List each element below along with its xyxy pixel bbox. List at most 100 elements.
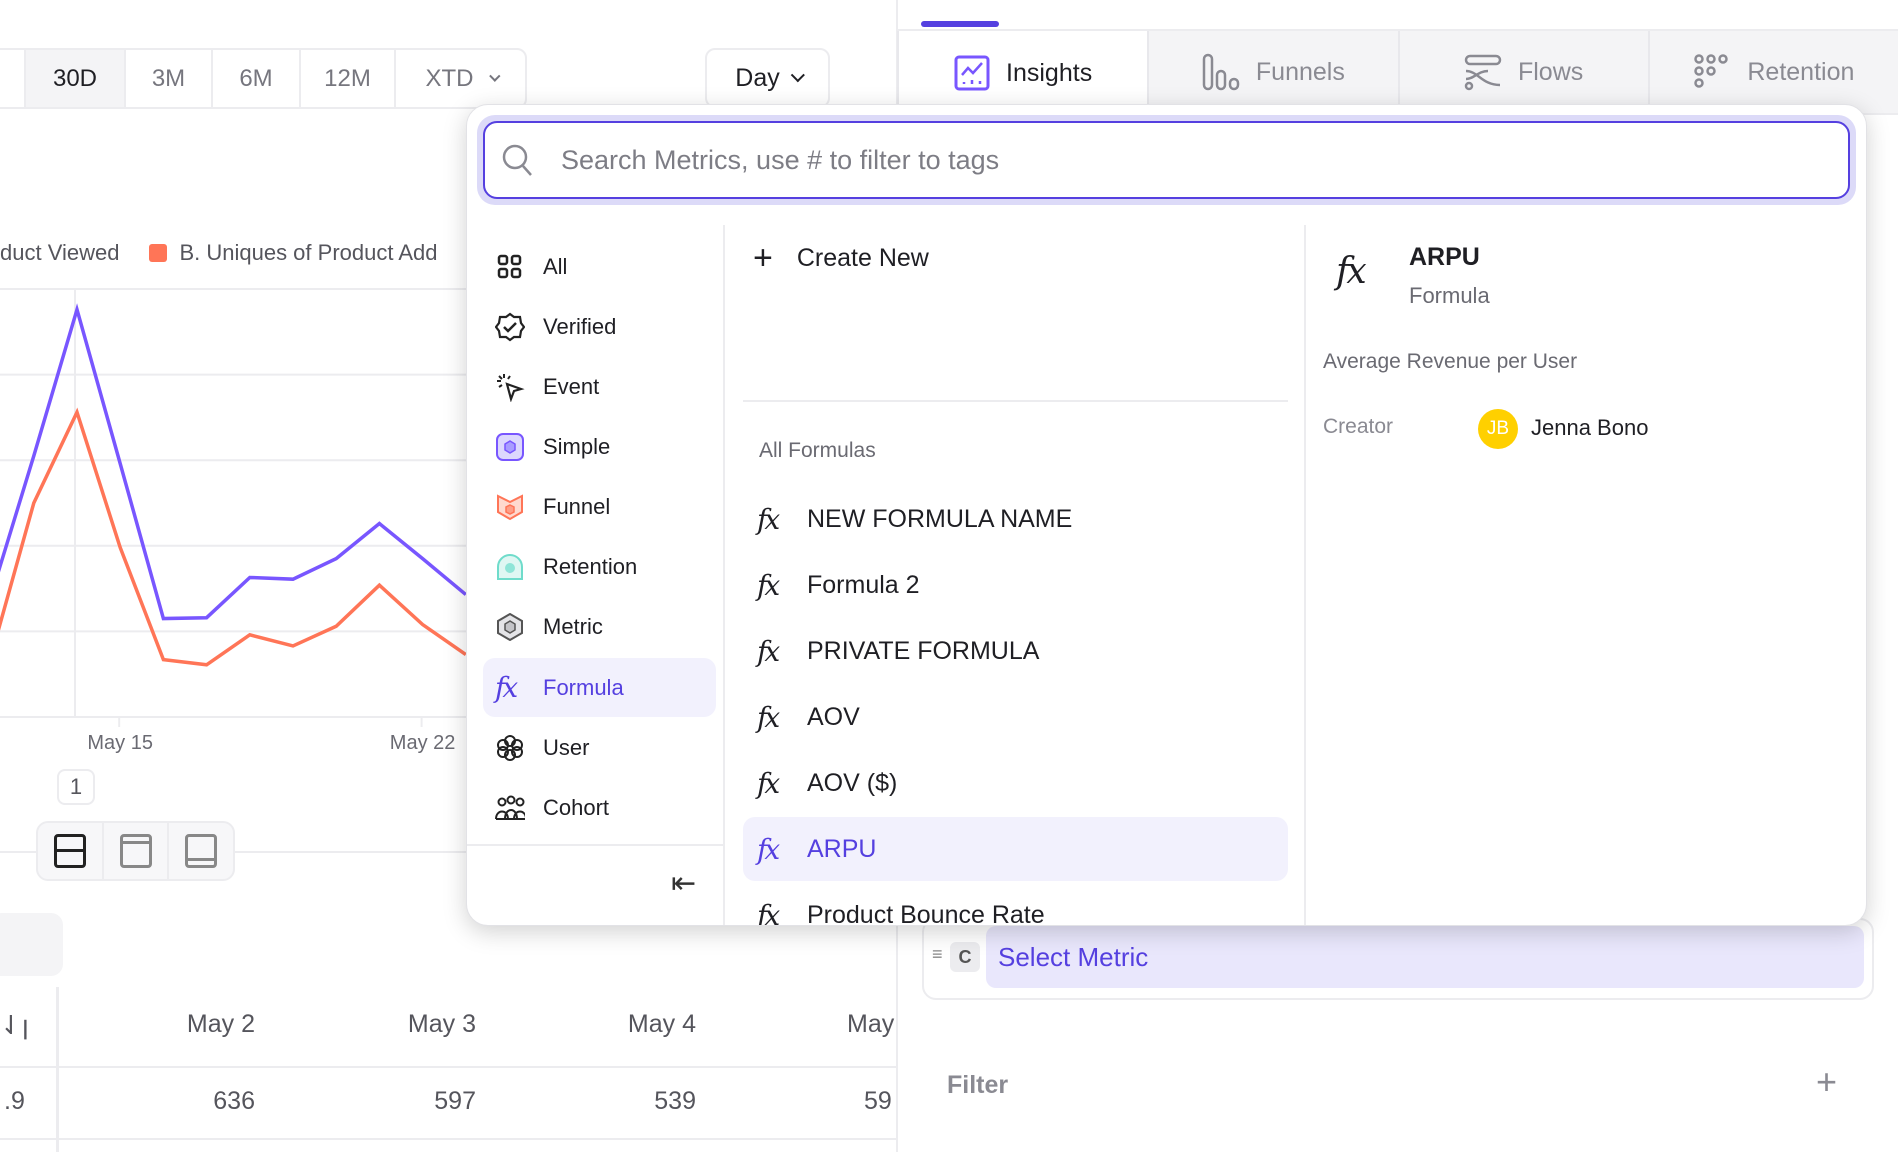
table-column-divider [56, 987, 59, 1152]
category-retention[interactable]: Retention [483, 537, 716, 596]
table-cell: 59 [864, 1087, 892, 1115]
tab-funnels[interactable]: Funnels [1147, 31, 1398, 115]
metric-hexagon-icon [495, 612, 525, 642]
series-line-a [0, 303, 467, 621]
metric-row: ≡ C Select Metric [922, 918, 1874, 1000]
category-label: Formula [543, 674, 624, 700]
tab-retention[interactable]: Retention [1647, 31, 1898, 115]
search-input[interactable] [561, 144, 1848, 176]
add-filter-plus-icon[interactable]: + [1816, 1061, 1838, 1102]
divider [743, 400, 1288, 402]
x-tick-label: May 15 [87, 732, 153, 754]
formula-label: NEW FORMULA NAME [807, 504, 1073, 533]
xtd-label: XTD [425, 64, 474, 92]
category-user[interactable]: User [483, 718, 716, 777]
layout-bottom-button[interactable] [169, 823, 233, 879]
tab-flows[interactable]: Flows [1397, 31, 1648, 115]
divider [467, 844, 725, 846]
formula-item[interactable]: fx NEW FORMULA NAME [743, 487, 1288, 551]
range-3m[interactable]: 3M [124, 50, 211, 107]
top-layout-icon [119, 834, 152, 868]
range-30d[interactable]: 30D [24, 50, 124, 107]
funnel-metric-icon [495, 492, 525, 522]
category-label: User [543, 734, 590, 760]
drag-handle-icon[interactable]: ≡ [932, 944, 943, 964]
chart-legend: duct Viewed B. Uniques of Product Add [0, 240, 438, 266]
sort-icon[interactable]: ⇃ꞁ [0, 1010, 30, 1040]
table-cell: 539 [654, 1087, 696, 1115]
grid-icon [495, 252, 525, 282]
category-metric[interactable]: Metric [483, 597, 716, 656]
tab-label: Funnels [1255, 57, 1345, 86]
category-verified[interactable]: Verified [483, 297, 716, 356]
formula-icon: fx [757, 898, 780, 926]
column-header[interactable]: May 3 [407, 1010, 476, 1038]
column-header[interactable]: May 4 [627, 1010, 696, 1038]
legend-item-a[interactable]: duct Viewed [0, 240, 120, 265]
formula-label: PRIVATE FORMULA [807, 636, 1040, 665]
layout-split-button[interactable] [38, 823, 104, 879]
formula-item[interactable]: fx ARPU [743, 817, 1288, 881]
formula-icon: fx [495, 671, 518, 704]
category-label: Funnel [543, 493, 611, 519]
table-header-row: May 2 May 3 May 4 May [0, 1010, 897, 1050]
collapse-sidebar-icon[interactable]: ⇤ [671, 867, 697, 900]
table-divider [0, 1066, 897, 1068]
select-metric-button[interactable]: Select Metric [986, 926, 1864, 988]
category-all[interactable]: All [483, 237, 716, 296]
category-label: Simple [543, 433, 611, 459]
formula-item[interactable]: fx AOV ($) [743, 751, 1288, 815]
formula-item[interactable]: fx PRIVATE FORMULA [743, 619, 1288, 683]
cohort-icon [495, 793, 525, 823]
layout-top-button[interactable] [104, 823, 170, 879]
formula-item[interactable]: fx AOV [743, 685, 1288, 749]
range-xtd[interactable]: XTD [394, 50, 525, 107]
formula-icon: fx [757, 700, 780, 734]
range-12m[interactable]: 12M [299, 50, 394, 107]
formula-label: ARPU [807, 834, 877, 863]
create-new-label: Create New [796, 243, 929, 272]
filter-label: Filter [947, 1071, 1009, 1099]
column-header[interactable]: May 2 [186, 1010, 255, 1038]
active-indicator [921, 21, 999, 27]
category-formula[interactable]: fx Formula [483, 658, 716, 717]
column-header[interactable]: May [847, 1010, 895, 1038]
avatar: JB [1478, 409, 1518, 449]
creator-name[interactable]: Jenna Bono [1531, 415, 1649, 440]
bottom-layout-icon [185, 834, 218, 868]
series-line-b [0, 407, 467, 667]
formula-icon: fx [757, 568, 780, 602]
metric-detail-pane: fx ARPU Formula Average Revenue per User… [1306, 225, 1866, 925]
page-number[interactable]: 1 [57, 769, 95, 805]
divider [0, 851, 897, 853]
formula-item[interactable]: fx Formula 2 [743, 553, 1288, 617]
range-6m[interactable]: 6M [211, 50, 299, 107]
table-toolbar-button[interactable] [0, 913, 63, 976]
table-cell: 597 [434, 1087, 476, 1115]
category-funnel[interactable]: Funnel [483, 477, 716, 536]
table-cell: 636 [213, 1087, 255, 1115]
legend-item-b[interactable]: B. Uniques of Product Add [179, 240, 438, 265]
search-container [477, 115, 1856, 205]
search-icon [502, 144, 532, 176]
category-label: Verified [543, 313, 617, 339]
creator-label: Creator [1323, 415, 1394, 438]
tab-label: Insights [1006, 58, 1093, 87]
table-divider [0, 1138, 897, 1140]
category-label: Retention [543, 553, 638, 579]
layout-toggle [36, 821, 235, 881]
formula-item[interactable]: fx Product Bounce Rate [743, 883, 1288, 926]
date-range-selector: 30D 3M 6M 12M XTD [0, 48, 527, 109]
formula-list: + Create New All Formulas fx NEW FORMULA N… [725, 225, 1306, 926]
category-event[interactable]: Event [483, 357, 716, 416]
formula-icon: fx [757, 634, 780, 668]
category-simple[interactable]: Simple [483, 417, 716, 476]
category-cohort[interactable]: Cohort [483, 778, 716, 837]
category-label: All [543, 253, 568, 279]
create-new-button[interactable]: + Create New [753, 241, 929, 275]
tab-insights[interactable]: Insights [897, 31, 1148, 115]
table-cell: .9 [4, 1087, 25, 1115]
category-label: Cohort [543, 794, 610, 820]
section-heading: All Formulas [759, 439, 876, 462]
retention-metric-icon [495, 552, 525, 582]
